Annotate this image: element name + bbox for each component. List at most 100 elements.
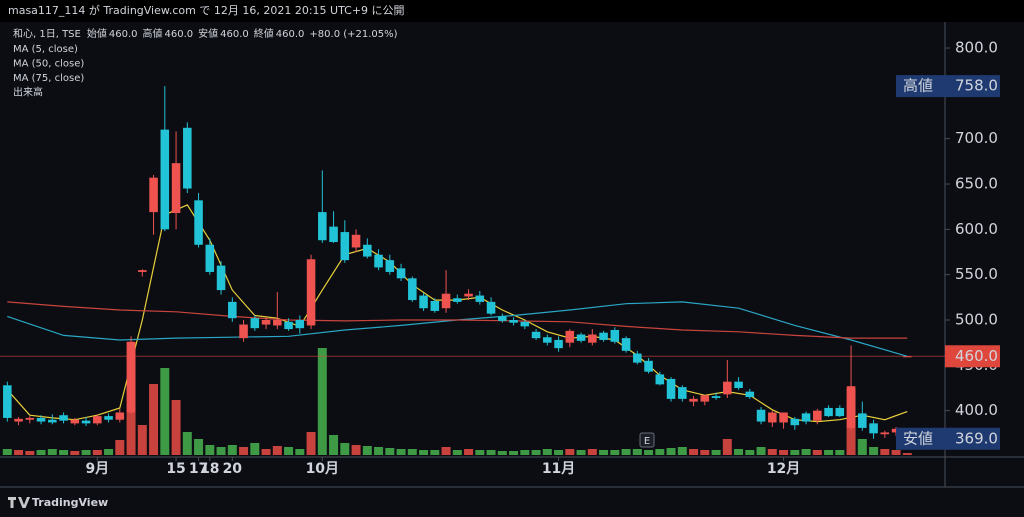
volume-bar <box>801 449 811 455</box>
legend-change: +80.0 (+21.05%) <box>309 29 397 40</box>
legend-ohlc-value: 460.0 <box>220 29 249 40</box>
candle-body <box>858 413 867 428</box>
candle-body <box>768 412 777 423</box>
volume-bar <box>576 450 586 455</box>
marker-box <box>896 75 1000 98</box>
candle-body <box>340 232 350 261</box>
candle-body <box>801 413 811 422</box>
volume-bar <box>812 450 822 455</box>
candle-body <box>464 293 473 297</box>
volume-bar <box>475 450 485 455</box>
volume-bar <box>497 451 507 455</box>
volume-bar <box>239 447 249 455</box>
legend-ohlc-label: 始値 <box>87 27 107 40</box>
candle-body <box>306 259 316 326</box>
legend-entry: MA (50, close) <box>13 59 84 70</box>
logo-text: TradingView <box>32 496 108 509</box>
candle-body <box>554 339 563 349</box>
candle-body <box>880 432 890 435</box>
candle-body <box>790 418 800 426</box>
candle-body <box>689 398 698 402</box>
earnings-label: E <box>644 436 650 447</box>
header-text: masa117_114 が TradingView.com で 12月 16, … <box>8 3 405 17</box>
candle-body <box>363 244 372 257</box>
candle-body <box>779 412 788 423</box>
volume-bar <box>407 449 417 455</box>
volume-bar <box>621 449 631 455</box>
volume-bar <box>295 449 305 455</box>
volume-bar <box>711 450 721 455</box>
volume-bar <box>632 449 642 455</box>
earnings-marker: E <box>639 432 655 448</box>
y-tick-label: 400.0 <box>955 401 998 419</box>
x-tick-label: 18 <box>200 461 219 477</box>
volume-bar <box>374 447 384 455</box>
header-bar <box>0 0 1024 22</box>
earnings-box <box>639 432 655 448</box>
volume-bar <box>509 451 519 455</box>
candle-body <box>903 356 912 358</box>
volume-bar <box>81 450 91 455</box>
footer-logo: TradingView <box>8 496 108 509</box>
candle-body <box>104 416 113 420</box>
legend-ohlc-label: 終値 <box>254 27 274 40</box>
candle-body <box>115 412 125 420</box>
legend-entry: 出来高 <box>13 86 43 99</box>
candle-body <box>621 338 631 351</box>
x-tick-label: 11月 <box>542 461 575 477</box>
candle-body <box>453 298 462 302</box>
candle-body <box>486 301 496 314</box>
marker-name: 安値 <box>903 429 933 447</box>
candle-body <box>475 295 485 302</box>
candle-body <box>441 293 451 309</box>
candle-body <box>610 329 620 342</box>
legend-ohlc-value: 460.0 <box>109 29 138 40</box>
volume-bar <box>452 450 462 455</box>
candle-body <box>520 321 530 327</box>
volume-bar <box>554 450 564 455</box>
candle-body <box>138 270 147 272</box>
candle-body <box>284 321 293 330</box>
x-tick-label: 15 <box>166 461 185 477</box>
volume-bar <box>205 445 215 455</box>
volume-bar <box>531 450 541 455</box>
candle-body <box>824 407 833 417</box>
candle-body <box>576 334 586 341</box>
volume-bar <box>599 450 609 455</box>
y-tick-label: 700.0 <box>955 129 998 147</box>
volume-bar <box>272 446 282 455</box>
volume-bar <box>306 432 316 455</box>
volume-bar <box>677 447 687 455</box>
volume-bar <box>70 451 80 455</box>
candle-body <box>419 295 428 309</box>
x-tick-label: 12月 <box>767 461 800 477</box>
volume-bar <box>340 443 350 455</box>
volume-bar <box>92 450 102 455</box>
marker-label: 369.0 <box>955 429 998 447</box>
x-tick-label: 17 <box>189 461 208 477</box>
candle-body <box>374 254 383 268</box>
volume-bar <box>486 450 496 455</box>
plot-layer <box>0 86 945 455</box>
candle-body <box>261 320 271 325</box>
candle-body <box>498 316 507 321</box>
volume-bar <box>284 447 294 455</box>
volume-bar <box>587 449 597 455</box>
volume-bar <box>644 450 654 455</box>
price-label: 460.0 <box>955 347 998 365</box>
volume-bar <box>767 449 777 455</box>
candle-body <box>59 415 68 421</box>
candle-body <box>183 127 192 189</box>
candle-body <box>205 244 215 272</box>
candle-body <box>666 378 676 399</box>
candle-body <box>700 395 710 402</box>
candle-body <box>869 423 878 434</box>
volume-bar <box>385 448 395 455</box>
volume-bar <box>149 384 159 455</box>
logo-icon <box>8 497 30 508</box>
volume-bar <box>430 450 440 455</box>
volume-bar <box>441 447 451 455</box>
candle-body <box>813 410 822 421</box>
